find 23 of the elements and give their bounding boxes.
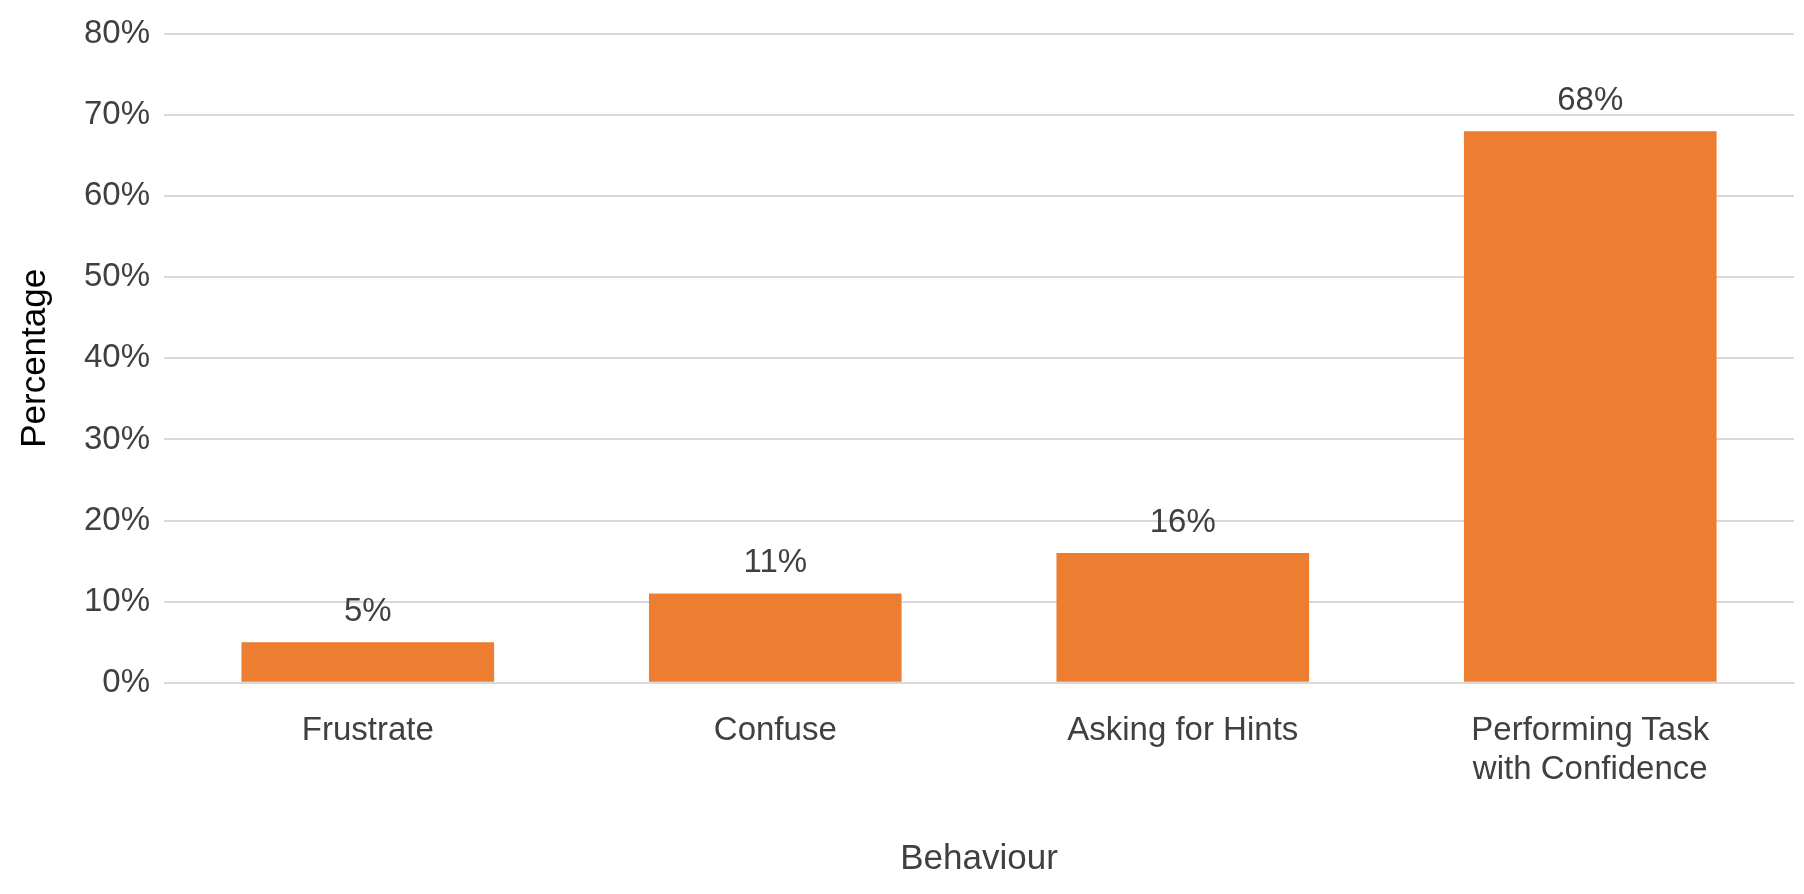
y-tick-label: 30% xyxy=(83,418,151,456)
y-tick-label: 60% xyxy=(83,175,151,213)
x-tick-label: Performing Task with Confidence xyxy=(1471,709,1710,787)
y-tick-label: 50% xyxy=(83,256,151,294)
bar xyxy=(648,593,902,682)
data-label: 68% xyxy=(1557,79,1624,117)
bar xyxy=(1463,131,1717,682)
y-tick-label: 40% xyxy=(83,337,151,375)
y-tick-label: 70% xyxy=(83,94,151,132)
y-tick-label: 0% xyxy=(102,661,151,699)
data-label: 16% xyxy=(1149,501,1216,539)
x-tick-label: Confuse xyxy=(713,709,837,747)
y-tick-label: 20% xyxy=(83,499,151,537)
bar xyxy=(241,642,495,682)
y-tick-label: 80% xyxy=(83,12,151,50)
y-axis-title: Percentage xyxy=(12,268,52,448)
x-tick-label: Frustrate xyxy=(301,709,434,747)
data-label: 11% xyxy=(743,542,808,580)
bar xyxy=(1056,553,1310,682)
y-tick-label: 10% xyxy=(83,580,151,618)
x-axis-title: Behaviour xyxy=(900,836,1059,876)
x-tick-label: Asking for Hints xyxy=(1067,709,1299,747)
data-label: 5% xyxy=(343,590,392,628)
